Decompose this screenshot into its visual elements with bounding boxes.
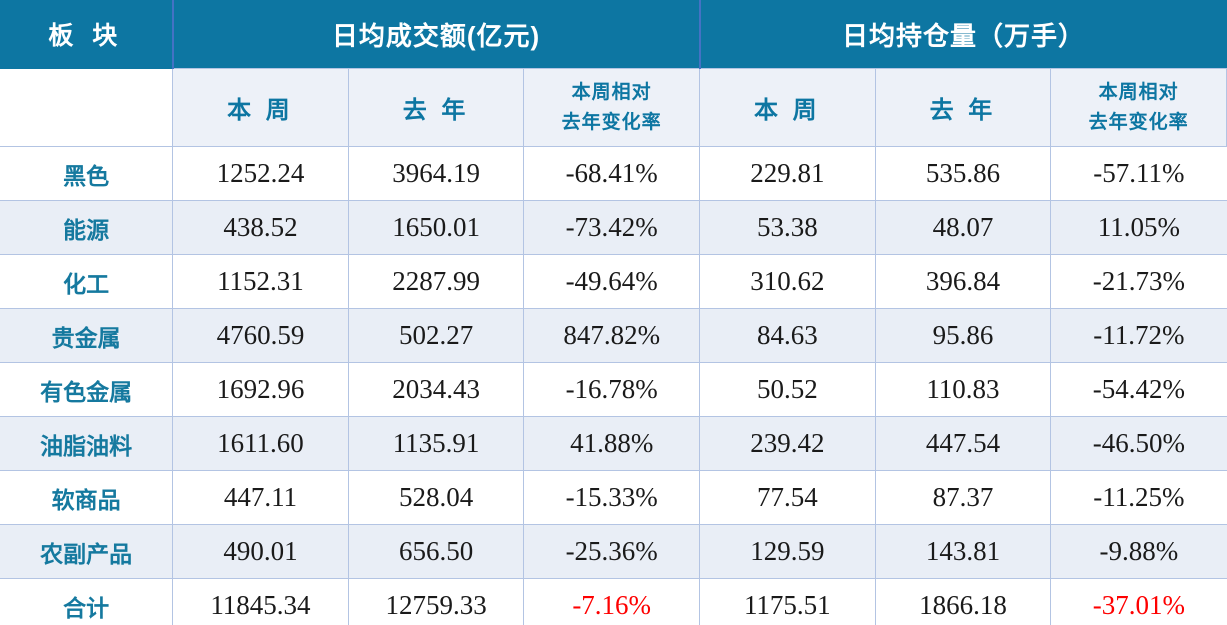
- turnover-change-header: 本周相对 去年变化率: [523, 68, 700, 147]
- position-change-value: -46.50%: [1050, 416, 1227, 471]
- table-row-black: 黑色 1252.24 3964.19 -68.41% 229.81 535.86…: [0, 146, 1227, 201]
- turnover-lastyear-value: 1650.01: [347, 200, 525, 255]
- position-change-value: -11.72%: [1050, 308, 1227, 363]
- position-change-value: -37.01%: [1050, 578, 1227, 625]
- position-lastyear-value: 143.81: [874, 524, 1052, 579]
- sector-label: 农副产品: [0, 524, 174, 579]
- sector-label: 软商品: [0, 470, 174, 525]
- turnover-week-header: 本 周: [172, 68, 349, 147]
- sector-label: 贵金属: [0, 308, 174, 363]
- position-change-header: 本周相对 去年变化率: [1050, 68, 1227, 147]
- turnover-change-value: 847.82%: [523, 308, 700, 363]
- table-row-nonferrous-metals: 有色金属 1692.96 2034.43 -16.78% 50.52 110.8…: [0, 362, 1227, 417]
- sector-label: 合计: [0, 578, 174, 625]
- turnover-lastyear-value: 1135.91: [347, 416, 525, 471]
- position-week-value: 50.52: [699, 362, 876, 417]
- position-week-value: 77.54: [699, 470, 876, 525]
- sector-label: 有色金属: [0, 362, 174, 417]
- position-lastyear-value: 447.54: [874, 416, 1052, 471]
- position-change-value: -11.25%: [1050, 470, 1227, 525]
- position-week-value: 129.59: [699, 524, 876, 579]
- turnover-week-value: 1611.60: [172, 416, 349, 471]
- group-header-row: 板 块 日均成交额(亿元) 日均持仓量（万手）: [0, 0, 1227, 69]
- position-change-header-line2: 去年变化率: [1088, 111, 1189, 133]
- sub-header-row: 本 周 去 年 本周相对 去年变化率 本 周 去 年 本周相对 去年变化率: [0, 68, 1227, 147]
- position-lastyear-value: 1866.18: [874, 578, 1052, 625]
- sector-subheader-blank-cell: [0, 68, 174, 147]
- turnover-week-value: 490.01: [172, 524, 349, 579]
- position-week-header: 本 周: [699, 68, 876, 147]
- position-week-value: 229.81: [699, 146, 876, 201]
- turnover-change-value: -7.16%: [523, 578, 700, 625]
- turnover-lastyear-value: 528.04: [347, 470, 525, 525]
- sector-column-header: 板 块: [0, 0, 174, 69]
- sector-label: 化工: [0, 254, 174, 309]
- table-row-oils-oilseeds: 油脂油料 1611.60 1135.91 41.88% 239.42 447.5…: [0, 416, 1227, 471]
- turnover-lastyear-value: 656.50: [347, 524, 525, 579]
- position-lastyear-value: 48.07: [874, 200, 1052, 255]
- turnover-lastyear-value: 2287.99: [347, 254, 525, 309]
- position-change-value: -21.73%: [1050, 254, 1227, 309]
- position-lastyear-value: 396.84: [874, 254, 1052, 309]
- turnover-group-header: 日均成交额(亿元): [172, 0, 701, 69]
- turnover-week-value: 1692.96: [172, 362, 349, 417]
- position-group-header: 日均持仓量（万手）: [699, 0, 1227, 69]
- turnover-week-value: 1252.24: [172, 146, 349, 201]
- turnover-lastyear-value: 12759.33: [347, 578, 525, 625]
- position-week-value: 310.62: [699, 254, 876, 309]
- turnover-change-header-line1: 本周相对: [571, 82, 652, 104]
- position-change-value: 11.05%: [1050, 200, 1227, 255]
- turnover-change-value: -68.41%: [523, 146, 700, 201]
- turnover-lastyear-value: 2034.43: [347, 362, 525, 417]
- turnover-change-value: -73.42%: [523, 200, 700, 255]
- turnover-change-value: -15.33%: [523, 470, 700, 525]
- table-row-agricultural-products: 农副产品 490.01 656.50 -25.36% 129.59 143.81…: [0, 524, 1227, 579]
- position-change-value: -9.88%: [1050, 524, 1227, 579]
- position-week-value: 53.38: [699, 200, 876, 255]
- position-lastyear-value: 110.83: [874, 362, 1052, 417]
- turnover-lastyear-value: 3964.19: [347, 146, 525, 201]
- sector-label: 油脂油料: [0, 416, 174, 471]
- table-row-chemicals: 化工 1152.31 2287.99 -49.64% 310.62 396.84…: [0, 254, 1227, 309]
- turnover-lastyear-header: 去 年: [347, 68, 525, 147]
- position-change-value: -54.42%: [1050, 362, 1227, 417]
- table-header: 板 块 日均成交额(亿元) 日均持仓量（万手） 本 周 去 年 本周相对 去年变…: [0, 0, 1227, 147]
- turnover-week-value: 11845.34: [172, 578, 349, 625]
- position-week-value: 239.42: [699, 416, 876, 471]
- turnover-change-value: -25.36%: [523, 524, 700, 579]
- table-row-energy: 能源 438.52 1650.01 -73.42% 53.38 48.07 11…: [0, 200, 1227, 255]
- table-row-precious-metals: 贵金属 4760.59 502.27 847.82% 84.63 95.86 -…: [0, 308, 1227, 363]
- turnover-change-value: 41.88%: [523, 416, 700, 471]
- turnover-week-value: 1152.31: [172, 254, 349, 309]
- position-lastyear-value: 95.86: [874, 308, 1052, 363]
- table-row-soft-commodities: 软商品 447.11 528.04 -15.33% 77.54 87.37 -1…: [0, 470, 1227, 525]
- position-change-header-line1: 本周相对: [1098, 82, 1179, 104]
- turnover-week-value: 4760.59: [172, 308, 349, 363]
- turnover-week-value: 438.52: [172, 200, 349, 255]
- table-row-total: 合计 11845.34 12759.33 -7.16% 1175.51 1866…: [0, 578, 1227, 625]
- position-lastyear-value: 87.37: [874, 470, 1052, 525]
- turnover-lastyear-value: 502.27: [347, 308, 525, 363]
- turnover-change-value: -16.78%: [523, 362, 700, 417]
- position-lastyear-value: 535.86: [874, 146, 1052, 201]
- table-body: 黑色 1252.24 3964.19 -68.41% 229.81 535.86…: [0, 146, 1227, 625]
- sector-label: 能源: [0, 200, 174, 255]
- position-week-value: 1175.51: [699, 578, 876, 625]
- position-lastyear-header: 去 年: [874, 68, 1052, 147]
- turnover-week-value: 447.11: [172, 470, 349, 525]
- position-change-value: -57.11%: [1050, 146, 1227, 201]
- position-week-value: 84.63: [699, 308, 876, 363]
- sector-label: 黑色: [0, 146, 174, 201]
- turnover-change-value: -49.64%: [523, 254, 700, 309]
- turnover-change-header-line2: 去年变化率: [561, 111, 662, 133]
